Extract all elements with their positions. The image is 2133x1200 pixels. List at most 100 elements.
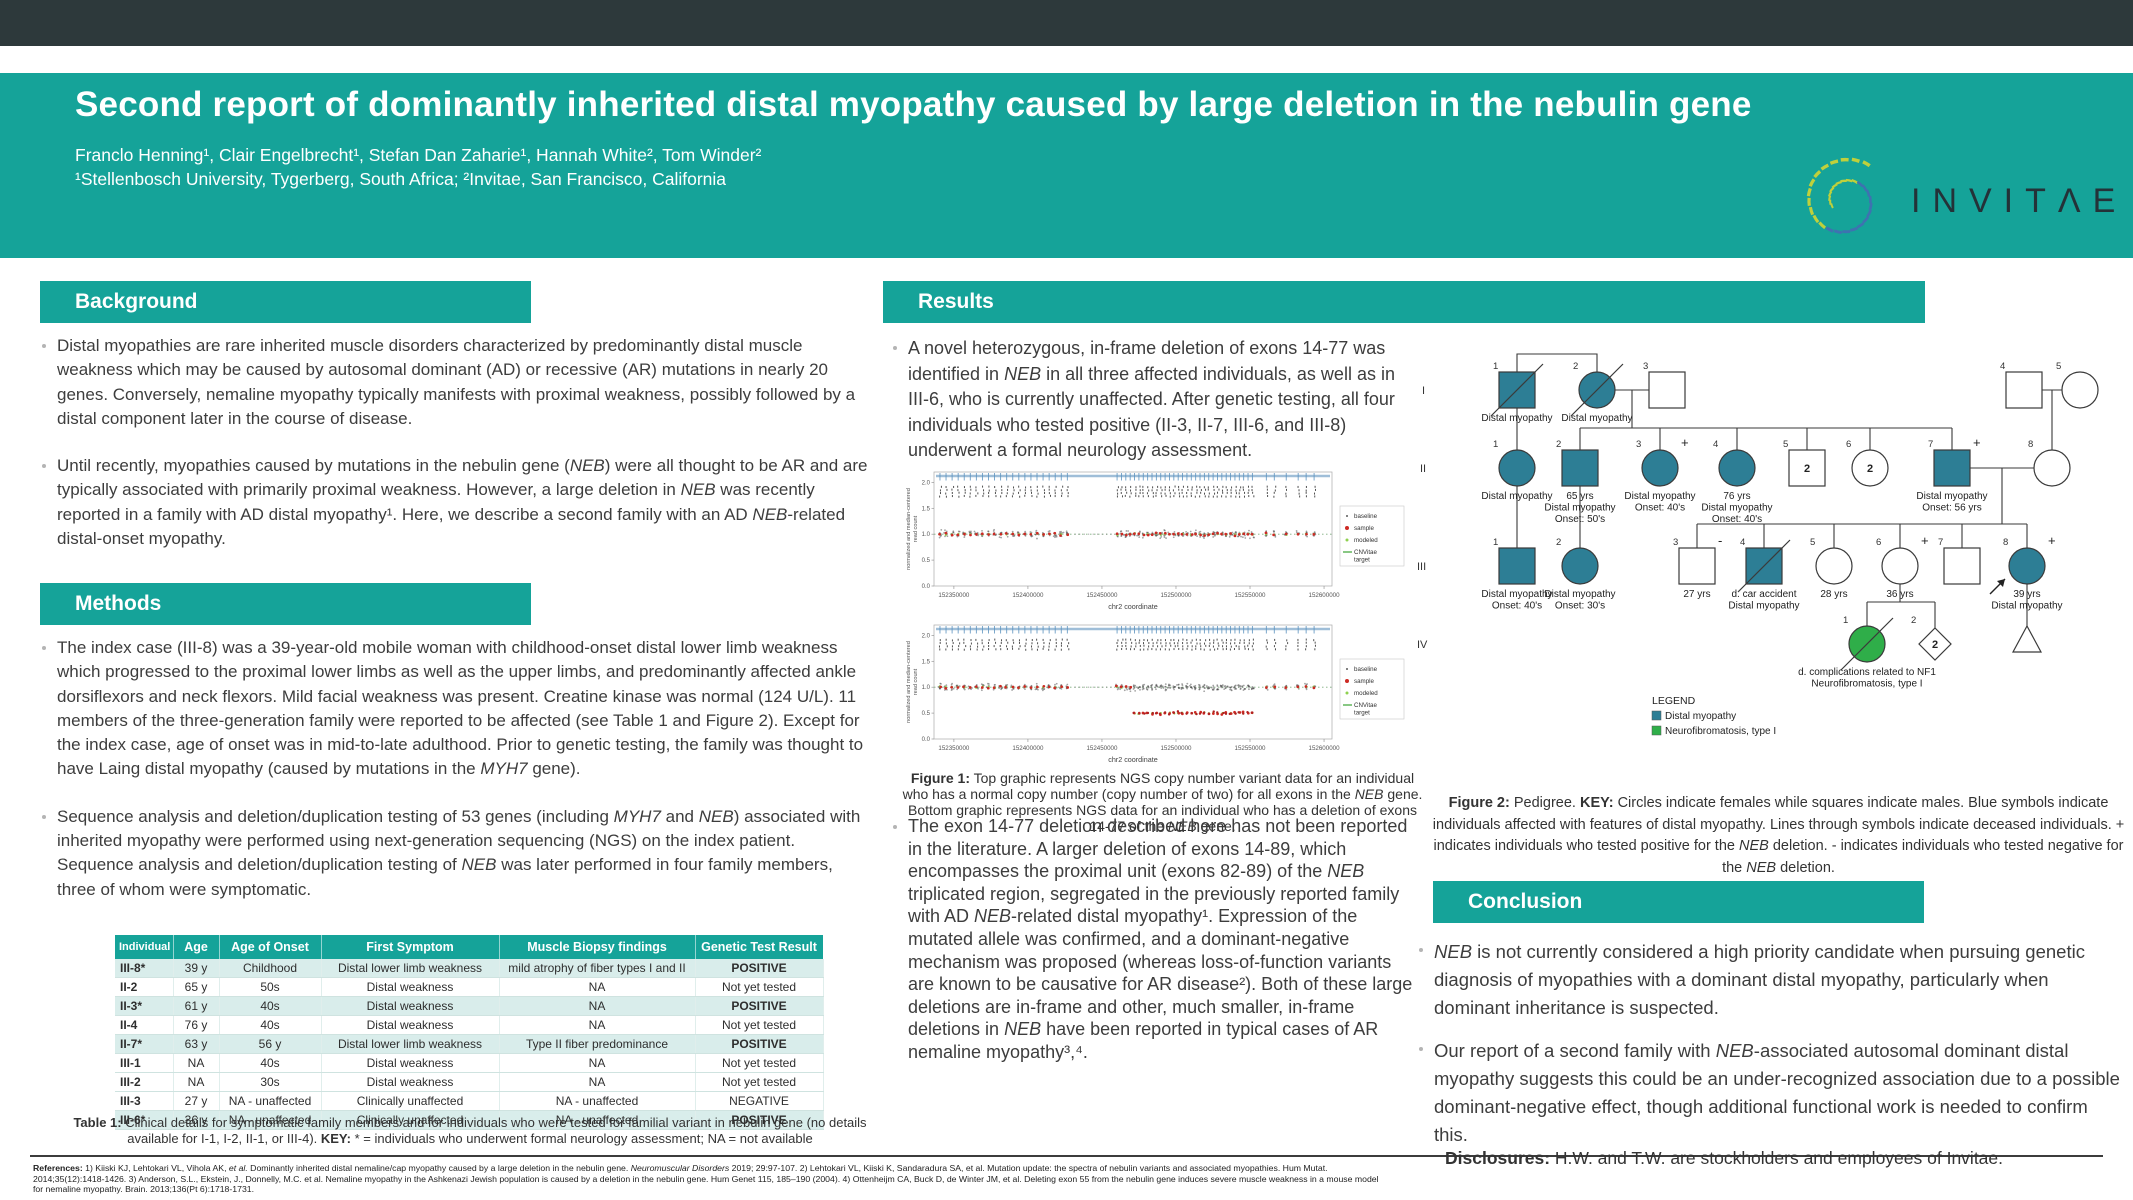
individual-number: 5 xyxy=(2056,361,2061,372)
table-cell: Not yet tested xyxy=(695,1015,824,1035)
paragraph: Sequence analysis and deletion/duplicati… xyxy=(42,805,870,902)
sample-dot xyxy=(1265,686,1268,689)
individual-label: 39 yrs xyxy=(2013,589,2040,600)
individual-label: 28 yrs xyxy=(1820,589,1847,600)
table-cell: Childhood xyxy=(219,959,322,978)
baseline-dot xyxy=(1205,685,1208,687)
baseline-dot xyxy=(1034,533,1037,536)
exon-label-speck xyxy=(976,648,978,651)
exon-label-speck xyxy=(958,495,960,498)
exon-label-speck xyxy=(939,495,941,498)
exon-label-speck xyxy=(1012,639,1014,642)
exon-label-speck xyxy=(1131,641,1133,644)
sample-dot xyxy=(968,686,972,689)
baseline-dot xyxy=(1241,685,1244,687)
baseline-dot xyxy=(1000,688,1002,691)
top-accent-bar xyxy=(0,0,2133,46)
female-symbol xyxy=(1881,547,1919,585)
individual-number: 7 xyxy=(1938,537,1943,548)
sample-dot xyxy=(1296,685,1300,689)
exon-label-speck xyxy=(1233,648,1235,651)
baseline-dot xyxy=(950,683,953,686)
exon-label-speck xyxy=(1054,648,1056,651)
individual-label: d. car accident xyxy=(1731,589,1796,600)
exon-label-speck xyxy=(1305,485,1307,488)
exon-label-speck xyxy=(1121,641,1123,644)
exon-label-speck xyxy=(1164,486,1166,489)
baseline-dot xyxy=(1156,685,1159,688)
exon-label-speck xyxy=(1247,491,1249,494)
exon-label-speck xyxy=(1240,486,1242,489)
baseline-dot xyxy=(1141,536,1144,539)
sample-dot xyxy=(1222,711,1225,715)
results-discussion-text: The exon 14-77 deletion described here h… xyxy=(893,815,1421,1064)
female-symbol xyxy=(1851,449,1889,487)
exon-label-speck xyxy=(1200,491,1202,494)
baseline-dot xyxy=(1210,686,1213,689)
exon-label-speck xyxy=(1239,641,1241,644)
exon-label-speck xyxy=(1037,492,1039,495)
legend-label: target xyxy=(1354,557,1370,564)
baseline-dot xyxy=(1173,688,1175,691)
exon-label-speck xyxy=(1200,648,1202,651)
exon-label-speck xyxy=(1067,492,1069,495)
x-axis-label: chr2 coordinate xyxy=(1108,602,1158,611)
baseline-dot xyxy=(1035,529,1038,532)
exon-label-speck xyxy=(939,489,941,492)
plot-legend-box xyxy=(1339,658,1405,720)
exon-label-speck xyxy=(1230,489,1232,492)
exon-label-speck xyxy=(1060,644,1062,647)
section-bar-conclusion: Conclusion xyxy=(1433,881,1924,923)
exon-label-speck xyxy=(1138,641,1140,644)
baseline-dot xyxy=(992,688,995,691)
baseline-dot xyxy=(1041,688,1043,690)
exon-label-speck xyxy=(1235,485,1237,488)
table-cell: III-3 xyxy=(115,1091,174,1111)
exon-label-speck xyxy=(1025,642,1027,645)
baseline-dot xyxy=(1169,684,1172,687)
baseline-dot xyxy=(1066,683,1069,686)
baseline-dot xyxy=(1250,531,1253,533)
sample-dot xyxy=(1176,532,1180,536)
exon-label-speck xyxy=(1036,638,1038,641)
male-symbol xyxy=(1498,547,1536,585)
exon-label-speck xyxy=(1234,638,1236,641)
baseline-dot xyxy=(1029,531,1032,533)
exon-label-speck xyxy=(1116,489,1118,492)
exon-label-speck xyxy=(1005,639,1007,642)
exon-label-speck xyxy=(969,495,971,498)
exon-label-speck xyxy=(1164,639,1166,642)
baseline-dot xyxy=(1006,535,1009,538)
conclusion-text: NEB is not currently considered a high p… xyxy=(1419,938,2124,1164)
exon-label-speck xyxy=(1239,495,1241,498)
exon-label-speck xyxy=(963,641,965,644)
exon-label-speck xyxy=(1186,647,1188,650)
swirl-dash xyxy=(1845,178,1853,183)
exon-label-speck xyxy=(938,645,940,648)
exon-label-speck xyxy=(1062,485,1064,488)
sample-dot xyxy=(992,686,996,690)
exon-label-speck xyxy=(1142,492,1144,495)
table-cell: Clinically unaffected xyxy=(321,1110,500,1130)
female-symbol xyxy=(2061,371,2099,409)
exon-label-speck xyxy=(963,638,965,641)
exon-label-speck xyxy=(1251,485,1253,488)
baseline-dot xyxy=(1199,686,1202,689)
exon-label-speck xyxy=(1157,485,1159,488)
sample-dot xyxy=(1042,533,1045,536)
baseline-dot xyxy=(1024,688,1026,691)
exon-label-speck xyxy=(1170,644,1172,647)
swirl-dash xyxy=(1812,214,1820,224)
baseline-dot xyxy=(1172,685,1175,688)
gap-dot xyxy=(1083,533,1085,535)
table-cell: II-3* xyxy=(115,996,174,1016)
pedigree-legend-label: Neurofibromatosis, type I xyxy=(1665,726,1776,737)
paragraph: The index case (III-8) was a 39-year-old… xyxy=(42,636,870,782)
baseline-dot xyxy=(940,528,943,531)
baseline-dot xyxy=(1201,535,1204,538)
invitae-swirl-icon xyxy=(1806,157,1873,234)
exon-label-speck xyxy=(1253,495,1255,498)
exon-label-speck xyxy=(1248,639,1250,642)
baseline-dot xyxy=(977,534,980,537)
